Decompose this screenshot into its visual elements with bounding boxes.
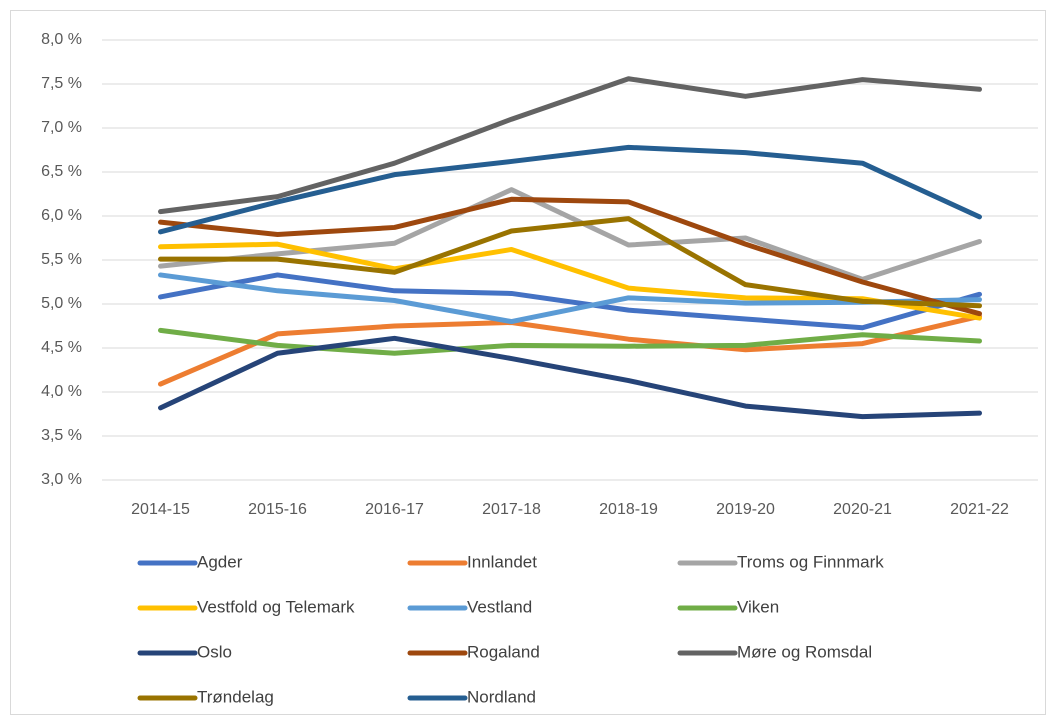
legend-label: Agder	[197, 552, 243, 571]
y-tick-label: 7,0 %	[41, 119, 82, 136]
y-tick-label: 5,0 %	[41, 295, 82, 312]
legend-label: Rogaland	[467, 642, 540, 661]
legend-label: Trøndelag	[197, 687, 274, 706]
legend-label: Vestfold og Telemark	[197, 597, 355, 616]
x-tick-label: 2020-21	[833, 501, 892, 518]
y-tick-label: 6,5 %	[41, 163, 82, 180]
legend-label: Nordland	[467, 687, 536, 706]
x-tick-label: 2015-16	[248, 501, 307, 518]
series-line	[158, 327, 982, 356]
series-line	[158, 216, 982, 309]
y-tick-label: 6,0 %	[41, 207, 82, 224]
series-line	[158, 272, 982, 325]
y-tick-label: 3,0 %	[41, 471, 82, 488]
y-tick-label: 4,0 %	[41, 383, 82, 400]
series-line	[158, 144, 982, 235]
series-line	[158, 335, 982, 420]
y-tick-label: 5,5 %	[41, 251, 82, 268]
legend-label: Vestland	[467, 597, 532, 616]
legend-label: Innlandet	[467, 552, 537, 571]
y-tick-label: 3,5 %	[41, 427, 82, 444]
legend-label: Troms og Finnmark	[737, 552, 884, 571]
x-tick-label: 2018-19	[599, 501, 658, 518]
series-line	[158, 313, 982, 387]
series-line	[158, 272, 982, 331]
x-tick-label: 2019-20	[716, 501, 775, 518]
legend-label: Møre og Romsdal	[737, 642, 872, 661]
series-line	[158, 76, 982, 215]
series-line	[158, 187, 982, 282]
legend-label: Oslo	[197, 642, 232, 661]
x-tick-label: 2017-18	[482, 501, 541, 518]
x-tick-label: 2021-22	[950, 501, 1009, 518]
legend-label: Viken	[737, 597, 779, 616]
y-tick-label: 4,5 %	[41, 339, 82, 356]
x-tick-label: 2016-17	[365, 501, 424, 518]
x-tick-label: 2014-15	[131, 501, 190, 518]
y-tick-label: 8,0 %	[41, 31, 82, 48]
series-line	[158, 196, 982, 317]
y-tick-label: 7,5 %	[41, 75, 82, 92]
